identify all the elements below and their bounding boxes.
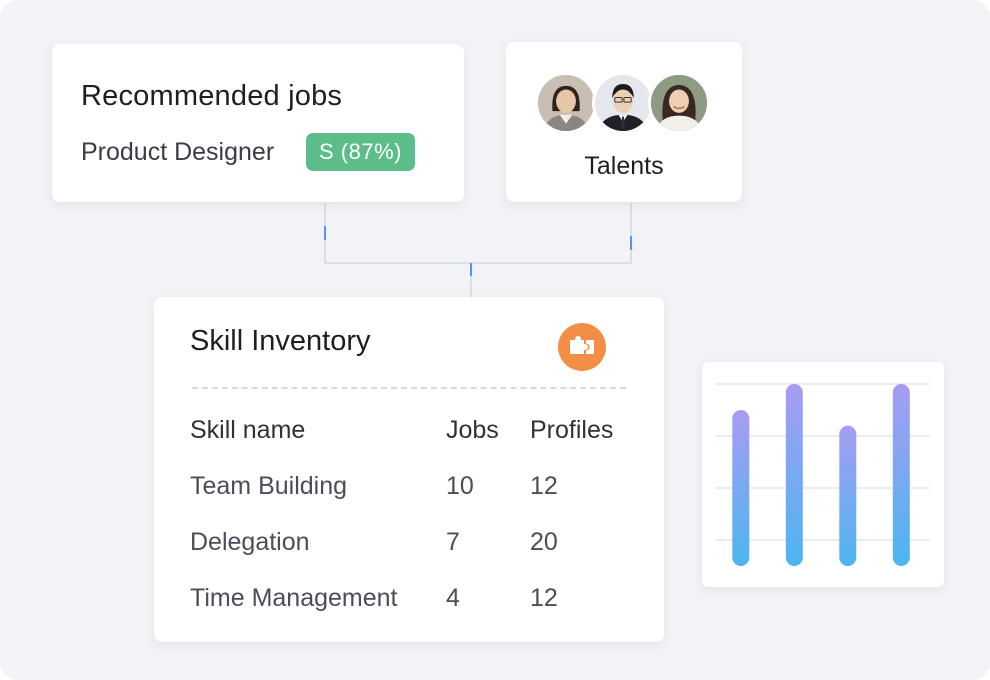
chart-bar — [732, 410, 750, 566]
puzzle-icon[interactable] — [558, 323, 606, 371]
jobs-count: 10 — [446, 472, 474, 500]
profiles-count: 12 — [530, 472, 558, 500]
profiles-count: 12 — [530, 584, 558, 612]
talents-card[interactable]: Talents — [506, 42, 742, 202]
avatar-woman-2-icon — [651, 75, 707, 131]
chart-bar — [892, 384, 910, 566]
bar-chart — [716, 383, 930, 566]
table-row[interactable]: Time Management 4 12 — [190, 584, 630, 614]
chart-bar — [839, 425, 857, 566]
skill-name: Delegation — [190, 528, 310, 556]
chart-bar — [785, 384, 803, 566]
skill-name: Team Building — [190, 472, 348, 500]
avatar[interactable] — [535, 72, 597, 134]
match-score-badge: S (87%) — [306, 133, 415, 171]
avatar-woman-1-icon — [538, 75, 594, 131]
bar-chart-card — [702, 362, 944, 587]
recommended-jobs-title: Recommended jobs — [81, 80, 343, 112]
skill-name: Time Management — [190, 584, 398, 612]
jobs-count: 4 — [446, 584, 460, 612]
skill-inventory-card: Skill Inventory Skill name Jobs Profiles… — [154, 297, 664, 642]
job-role: Product Designer — [81, 138, 275, 166]
table-row[interactable]: Delegation 7 20 — [190, 528, 630, 558]
skill-inventory-title: Skill Inventory — [190, 325, 371, 357]
avatar[interactable] — [592, 72, 654, 134]
column-header: Skill name — [190, 416, 306, 444]
table-row[interactable]: Team Building 10 12 — [190, 472, 630, 502]
recommended-jobs-card[interactable]: Recommended jobs Product Designer S (87%… — [52, 44, 464, 202]
avatar-man-icon — [595, 75, 651, 131]
talents-label: Talents — [584, 152, 664, 180]
profiles-count: 20 — [530, 528, 558, 556]
table-header: Skill name Jobs Profiles — [190, 416, 630, 446]
column-header: Profiles — [530, 416, 614, 444]
divider — [192, 387, 626, 389]
jobs-count: 7 — [446, 528, 460, 556]
avatar[interactable] — [648, 72, 710, 134]
column-header: Jobs — [446, 416, 499, 444]
